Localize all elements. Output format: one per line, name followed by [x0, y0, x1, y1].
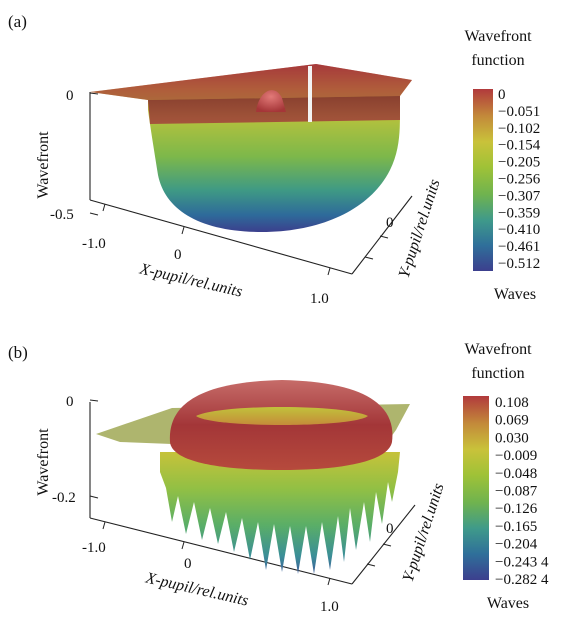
colorbar-tick-label: 0.069: [495, 413, 529, 429]
panel-a-figure: (a) 0 -0.5 Wavefront -1.0 0 1.0 X-pupil/…: [8, 12, 541, 307]
x-tick-label: 1.0: [310, 291, 329, 307]
panel-a: (a) 0 -0.5 Wavefront -1.0 0 1.0 X-pupil/…: [0, 0, 565, 312]
colorbar-tick-label: 0: [498, 87, 506, 103]
colorbar-tick-label: −0.282 4: [495, 572, 549, 588]
colorbar-tick-label: −0.410: [498, 222, 540, 238]
wavefront-surface-a: [90, 64, 412, 232]
colorbar-title: function: [471, 52, 524, 69]
panel-label: (b): [8, 343, 28, 362]
x-tick-label: -1.0: [82, 236, 106, 252]
panel-b: (b) 0 -0.2 Wavefront -1.0 0 1.0 X-pupil/…: [0, 312, 565, 624]
z-tick-label: 0: [66, 394, 74, 410]
x-tick-label: -1.0: [82, 540, 106, 556]
colorbar-ramp: [473, 89, 493, 271]
colorbar-tick-label: −0.048: [495, 466, 537, 482]
tick-marks: [89, 399, 392, 586]
y-axis-label: Y-pupil/rel.units: [400, 481, 448, 584]
colorbar-tick-label: −0.102: [498, 121, 540, 137]
y-axis-label: Y-pupil/rel.units: [396, 177, 444, 280]
colorbar-tick-label: −0.512: [498, 256, 540, 272]
colorbar-tick-label: −0.204: [495, 537, 538, 553]
colorbar-tick-label: −0.359: [498, 205, 540, 221]
x-axis-label: X-pupil/rel.units: [143, 569, 250, 609]
z-tick-label: -0.5: [50, 207, 74, 223]
y-tick-label: 0: [386, 521, 394, 537]
axes-frame: [89, 92, 413, 275]
colorbar-tick-labels: 0−0.051−0.102−0.154−0.205−0.256−0.307−0.…: [498, 87, 541, 272]
panel-b-figure: (b) 0 -0.2 Wavefront -1.0 0 1.0 X-pupil/…: [8, 341, 549, 615]
colorbar-title: Wavefront: [464, 28, 532, 45]
z-tick-label: 0: [66, 88, 74, 104]
colorbar-ramp: [463, 396, 489, 580]
colorbar-tick-label: −0.009: [495, 448, 537, 464]
z-axis-label: Wavefront: [35, 428, 52, 496]
colorbar-unit: Waves: [494, 286, 536, 303]
colorbar-tick-label: −0.243 4: [495, 554, 549, 570]
x-tick-label: 1.0: [320, 599, 339, 615]
tick-marks: [89, 92, 389, 276]
colorbar-tick-label: −0.256: [498, 172, 541, 188]
z-tick-label: -0.2: [52, 490, 76, 506]
colorbar-tick-label: −0.087: [495, 484, 538, 500]
colorbar-tick-label: −0.154: [498, 138, 541, 154]
colorbar-tick-label: 0.108: [495, 395, 529, 411]
x-tick-label: 0: [184, 556, 192, 572]
colorbar-tick-label: −0.307: [498, 188, 541, 204]
z-axis-label: Wavefront: [35, 131, 52, 199]
panel-label: (a): [8, 12, 27, 31]
wavefront-surface-b: [96, 380, 410, 574]
colorbar-tick-label: −0.461: [498, 239, 540, 255]
y-tick-label: 0: [386, 215, 394, 231]
colorbar-unit: Waves: [487, 595, 529, 612]
x-tick-label: 0: [174, 247, 182, 263]
colorbar-tick-label: −0.126: [495, 501, 538, 517]
colorbar-tick-label: 0.030: [495, 430, 529, 446]
colorbar-title: function: [471, 365, 524, 382]
colorbar-a: Wavefront function 0−0.051−0.102−0.154−0…: [464, 28, 540, 303]
colorbar-title: Wavefront: [464, 341, 532, 358]
colorbar-tick-label: −0.205: [498, 155, 540, 171]
colorbar-tick-label: −0.165: [495, 519, 537, 535]
x-axis-label: X-pupil/rel.units: [137, 260, 244, 300]
colorbar-tick-label: −0.051: [498, 104, 540, 120]
